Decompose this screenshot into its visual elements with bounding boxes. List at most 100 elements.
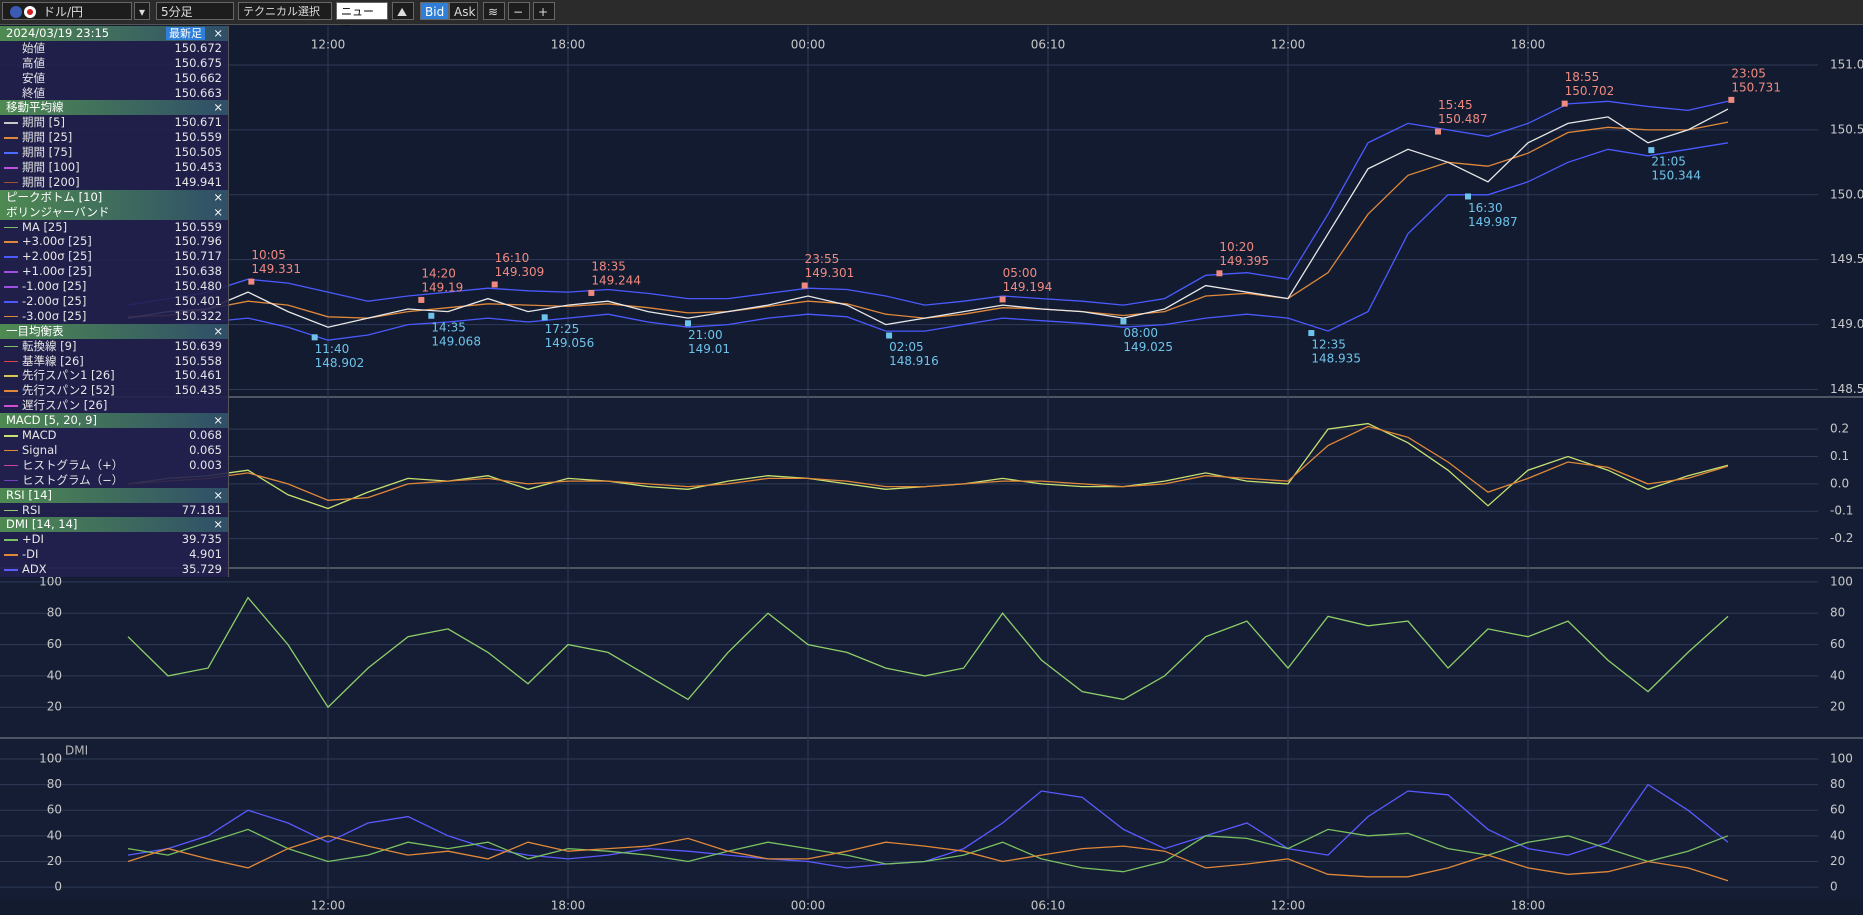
peak-price: 148.916: [889, 354, 939, 368]
pane-title: DMI: [65, 744, 88, 758]
pane-bg: [0, 399, 1863, 566]
indicator-value: 150.480: [174, 279, 222, 294]
peak-time: 18:35: [591, 259, 626, 273]
y-tick-label-left: 40: [47, 828, 62, 842]
close-button[interactable]: ×: [213, 517, 223, 532]
timeframe-select[interactable]: 5分足: [156, 2, 234, 20]
peak-time: 08:00: [1123, 326, 1158, 340]
indicator-value: 150.559: [174, 130, 222, 145]
dropdown-arrow[interactable]: ▾: [134, 2, 150, 20]
series-line: [127, 835, 1729, 882]
peak-time: 14:20: [421, 266, 456, 280]
zoom-in[interactable]: +: [533, 2, 555, 20]
indicator-row: 先行スパン1 [26] 150.461: [0, 368, 228, 383]
color-swatch: [4, 464, 18, 467]
indicator-label: -DI: [22, 547, 39, 562]
section-header: DMI [14, 14] ×: [0, 517, 228, 533]
y-tick-label-left: 80: [47, 606, 62, 620]
peak-time: 10:05: [251, 248, 286, 262]
color-swatch: [4, 509, 18, 511]
indicator-value: 150.322: [174, 308, 222, 323]
indicator-row: -2.00σ [25] 150.401: [0, 294, 228, 309]
toolbar: ドル/円 ▾ 5分足 テクニカル選択 ニュース ⛰ Bid Ask ≋ − +: [0, 0, 1863, 36]
indicator-label: ヒストグラム（−）: [22, 472, 124, 487]
close-button[interactable]: ×: [213, 100, 223, 115]
series-line: [127, 100, 1729, 306]
time-label: 00:00: [791, 899, 826, 913]
indicator-value: 149.941: [174, 174, 222, 189]
peak-price: 150.344: [1651, 169, 1701, 183]
indicator-value: 0.003: [189, 457, 222, 472]
chart-icon[interactable]: ⛰: [392, 2, 414, 20]
indicator-label: 遅行スパン [26]: [22, 398, 108, 413]
ohlc-row: 安値 150.662: [0, 71, 228, 86]
zoom-out[interactable]: −: [508, 2, 530, 20]
peak-marker: [685, 320, 691, 327]
peak-marker: [541, 314, 548, 321]
peak-marker: [801, 282, 808, 289]
indicator-value: 150.558: [174, 353, 222, 368]
indicator-label: -3.00σ [25]: [22, 308, 87, 323]
time-label: 18:00: [1511, 899, 1546, 913]
indicator-label: ヒストグラム（+）: [22, 457, 124, 472]
indicator-label: 期間 [200]: [22, 174, 80, 189]
indicator-value: 150.639: [174, 338, 222, 353]
bid-button[interactable]: Bid: [420, 2, 449, 20]
indicator-row: 期間 [200] 149.941: [0, 175, 228, 190]
section-header: 一目均衡表 ×: [0, 323, 228, 339]
ask-button[interactable]: Ask: [449, 2, 478, 20]
indicator-value: 150.671: [174, 115, 222, 130]
indicator-value: 150.717: [174, 249, 222, 264]
section-title: DMI [14, 14]: [6, 517, 78, 532]
section-header: RSI [14] ×: [0, 487, 228, 503]
y-tick-label: 0.2: [1830, 422, 1849, 436]
peak-time: 10:20: [1219, 240, 1254, 254]
color-swatch: [4, 539, 18, 541]
peak-marker: [1120, 318, 1127, 325]
datetime: 2024/03/19 23:15: [6, 26, 110, 40]
peak-marker: [1308, 330, 1315, 337]
indicator-row: +DI 39.735: [0, 532, 228, 547]
peak-marker: [886, 332, 893, 339]
peak-time: 16:30: [1468, 201, 1503, 215]
time-label: 12:00: [311, 899, 346, 913]
peak-price: 149.025: [1123, 340, 1173, 354]
section-title: 移動平均線: [6, 100, 64, 115]
latest-button[interactable]: 最新足: [166, 27, 205, 40]
peak-time: 11:40: [315, 342, 350, 356]
peak-price: 149.194: [1003, 280, 1053, 294]
section-title: MACD [5, 20, 9]: [6, 413, 97, 428]
close-button[interactable]: ×: [213, 323, 223, 338]
y-tick-label: 80: [1830, 606, 1845, 620]
ohlc-value: 150.675: [174, 55, 222, 70]
peak-marker: [1465, 193, 1471, 200]
pane-bg: [0, 740, 1863, 899]
indicator-value: 150.435: [174, 383, 222, 398]
peak-marker: [1216, 270, 1223, 277]
peak-marker: [1728, 96, 1735, 103]
close-button[interactable]: ×: [213, 413, 223, 428]
peak-marker: [418, 296, 425, 303]
close-button[interactable]: ×: [213, 487, 223, 502]
icon-button[interactable]: ≋: [483, 2, 505, 20]
indicator-label: 期間 [75]: [22, 145, 73, 160]
y-tick-label: 148.5: [1830, 382, 1863, 396]
indicator-label: 基準線 [26]: [22, 353, 84, 368]
time-label: 12:00: [311, 38, 346, 52]
technical-select[interactable]: テクニカル選択: [238, 2, 332, 20]
peak-time: 16:10: [495, 251, 530, 265]
series-line: [127, 142, 1729, 341]
peak-marker: [311, 334, 318, 341]
y-tick-label-left: 40: [47, 668, 62, 682]
indicator-row: ヒストグラム（+） 0.003: [0, 458, 228, 473]
indicator-value: 0.065: [189, 442, 222, 457]
ohlc-label: 安値: [22, 70, 45, 85]
color-swatch: [4, 345, 18, 348]
close-button[interactable]: ×: [213, 204, 223, 219]
color-swatch: [4, 167, 18, 169]
close-button[interactable]: ×: [213, 189, 223, 204]
close-button[interactable]: ×: [213, 26, 223, 40]
indicator-row: -3.00σ [25] 150.322: [0, 309, 228, 324]
y-tick-label: -0.1: [1830, 504, 1853, 518]
